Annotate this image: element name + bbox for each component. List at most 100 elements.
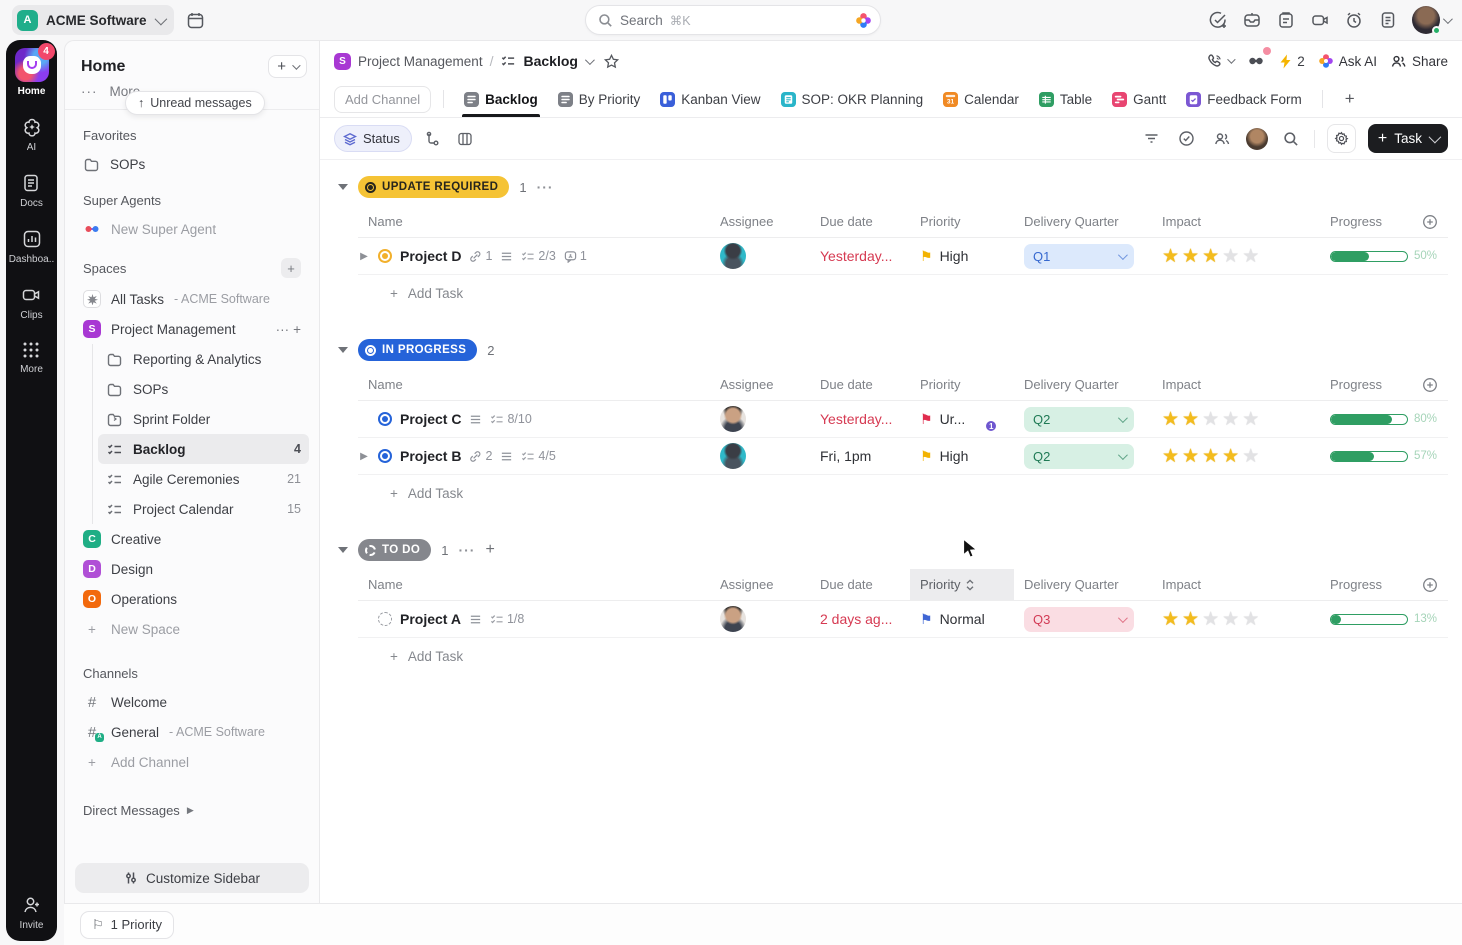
sidebar-item-sops[interactable]: SOPs xyxy=(98,374,309,404)
checklist-progress[interactable]: 4/5 xyxy=(521,449,556,463)
status-pill-in-progress[interactable]: IN PROGRESS xyxy=(358,339,478,361)
rail-item-dashboards[interactable]: Dashboa.. xyxy=(9,228,54,265)
column-header-impact[interactable]: Impact xyxy=(1162,214,1202,229)
add-space-button[interactable]: + xyxy=(281,258,301,278)
add-column-icon[interactable] xyxy=(1422,577,1438,593)
sidebar-item-new-space[interactable]: + New Space xyxy=(75,614,309,644)
ask-ai-button[interactable]: Ask AI xyxy=(1318,53,1377,69)
sidebar-item-all-tasks[interactable]: All Tasks - ACME Software xyxy=(75,284,309,314)
call-button[interactable] xyxy=(1206,53,1236,70)
calendar-button[interactable] xyxy=(182,7,209,34)
expand-row-caret[interactable]: ▶ xyxy=(360,450,368,462)
task-status-icon[interactable] xyxy=(378,612,392,626)
sidebar-add-button[interactable]: + xyxy=(268,55,307,78)
linked-tasks-count[interactable]: 2 xyxy=(469,449,492,463)
add-task-row[interactable]: + Add Task xyxy=(390,485,464,501)
task-row-project-a[interactable]: Project A 1/8 xyxy=(358,601,1448,638)
delivery-quarter-select[interactable]: Q3 xyxy=(1024,606,1134,632)
add-view-button[interactable]: + xyxy=(1344,89,1355,108)
tab-by-priority[interactable]: By Priority xyxy=(550,81,649,117)
sidebar-item-reporting-analytics[interactable]: Reporting & Analytics xyxy=(98,344,309,374)
ai-flower-icon[interactable] xyxy=(855,12,872,29)
clips-button[interactable] xyxy=(1306,6,1334,34)
expand-row-caret[interactable]: ▶ xyxy=(360,250,368,262)
add-task-button[interactable]: + Task xyxy=(1367,124,1448,153)
column-header-priority[interactable]: Priority xyxy=(920,214,961,229)
tab-backlog[interactable]: Backlog xyxy=(456,81,546,117)
impact-rating[interactable]: ★★★★★ xyxy=(1162,608,1263,630)
task-row-project-c[interactable]: Project C 8/10 xyxy=(358,401,1448,438)
priority-filter-pill[interactable]: ⚐ 1 Priority xyxy=(80,910,174,939)
delivery-quarter-select[interactable]: Q2 xyxy=(1024,406,1134,432)
task-status-icon[interactable] xyxy=(378,449,392,463)
delivery-quarter-select[interactable]: Q2 xyxy=(1024,443,1134,469)
status-pill-update-required[interactable]: UPDATE REQUIRED xyxy=(358,176,510,198)
sidebar-item-channel-welcome[interactable]: # Welcome xyxy=(75,687,309,717)
description-icon[interactable] xyxy=(500,250,513,263)
group-by-status-button[interactable]: Status xyxy=(334,125,412,152)
checklist-progress[interactable]: 2/3 xyxy=(521,249,556,263)
sidebar-item-design[interactable]: D Design xyxy=(75,554,309,584)
agents-button[interactable] xyxy=(1246,47,1272,71)
search-input[interactable]: Search ⌘K xyxy=(585,5,881,35)
breadcrumb-space[interactable]: Project Management xyxy=(358,53,483,69)
column-header-progress[interactable]: Progress xyxy=(1330,214,1383,229)
priority-cell[interactable]: ⚑ High xyxy=(920,247,969,265)
clipboard-button[interactable] xyxy=(1272,6,1300,34)
search-tasks-button[interactable] xyxy=(1280,128,1302,150)
impact-rating[interactable]: ★★★★★ xyxy=(1162,408,1263,430)
sidebar-item-new-super-agent[interactable]: New Super Agent xyxy=(75,214,309,244)
column-header-due-date[interactable]: Due date xyxy=(820,577,873,592)
unread-messages-pill[interactable]: ↑ Unread messages xyxy=(125,91,265,115)
description-icon[interactable] xyxy=(469,613,482,626)
rail-item-ai[interactable]: AI xyxy=(21,116,43,153)
collapse-group-caret[interactable] xyxy=(338,184,348,190)
notepad-button[interactable] xyxy=(1374,6,1402,34)
group-menu-button[interactable]: ··· xyxy=(458,542,476,558)
due-date[interactable]: Yesterday... xyxy=(820,411,893,427)
sidebar-item-channel-general[interactable]: # A General - ACME Software xyxy=(75,717,309,747)
priority-cell[interactable]: ⚑ Ur... 1 xyxy=(910,409,1014,432)
group-add-task-button[interactable]: + xyxy=(485,541,495,558)
sidebar-item-agile-ceremonies[interactable]: Agile Ceremonies 21 xyxy=(98,464,309,494)
tab-sop-okr-planning[interactable]: SOP: OKR Planning xyxy=(773,81,932,117)
status-pill-to-do[interactable]: TO DO xyxy=(358,539,432,561)
column-header-priority[interactable]: Priority xyxy=(910,569,1014,600)
tab-calendar[interactable]: 31 Calendar xyxy=(935,81,1027,117)
share-button[interactable]: Share xyxy=(1390,53,1448,70)
priority-cell[interactable]: ⚑ Normal xyxy=(920,610,985,628)
favorite-star-icon[interactable] xyxy=(603,53,620,70)
sidebar-item-sops-favorite[interactable]: SOPs xyxy=(75,149,309,179)
breadcrumb-view[interactable]: Backlog xyxy=(523,53,578,69)
rail-item-more[interactable]: More xyxy=(20,340,43,375)
create-task-button[interactable] xyxy=(1204,6,1232,34)
add-channel-button[interactable]: Add Channel xyxy=(334,85,432,113)
tab-table[interactable]: Table xyxy=(1031,81,1100,117)
column-header-due-date[interactable]: Due date xyxy=(820,377,873,392)
assignee-avatar[interactable] xyxy=(720,606,746,632)
collapse-group-caret[interactable] xyxy=(338,347,348,353)
workspace-switcher[interactable]: A ACME Software xyxy=(12,5,174,35)
sidebar-item-creative[interactable]: C Creative xyxy=(75,524,309,554)
column-header-name[interactable]: Name xyxy=(368,577,403,592)
boost-counter[interactable]: 2 xyxy=(1279,54,1305,69)
subtasks-button[interactable] xyxy=(422,128,444,150)
impact-rating[interactable]: ★★★★★ xyxy=(1162,445,1263,467)
sidebar-item-sprint-folder[interactable]: Sprint Folder xyxy=(98,404,309,434)
assignee-avatar[interactable] xyxy=(720,243,746,269)
view-settings-button[interactable] xyxy=(1326,124,1356,153)
description-icon[interactable] xyxy=(500,450,513,463)
reminders-button[interactable] xyxy=(1340,6,1368,34)
sidebar-item-project-management[interactable]: S Project Management ··· + xyxy=(75,314,309,344)
add-column-icon[interactable] xyxy=(1422,214,1438,230)
due-date[interactable]: Yesterday... xyxy=(820,248,893,264)
sidebar-item-add-channel[interactable]: + Add Channel xyxy=(75,747,309,777)
due-date[interactable]: Fri, 1pm xyxy=(820,448,872,464)
collapse-group-caret[interactable] xyxy=(338,547,348,553)
filter-button[interactable] xyxy=(1140,127,1163,150)
column-header-delivery-quarter[interactable]: Delivery Quarter xyxy=(1024,577,1119,592)
assignees-filter-button[interactable] xyxy=(1210,127,1234,151)
tab-feedback-form[interactable]: Feedback Form xyxy=(1178,81,1310,117)
user-menu[interactable] xyxy=(1412,6,1453,35)
checklist-progress[interactable]: 1/8 xyxy=(490,612,524,626)
